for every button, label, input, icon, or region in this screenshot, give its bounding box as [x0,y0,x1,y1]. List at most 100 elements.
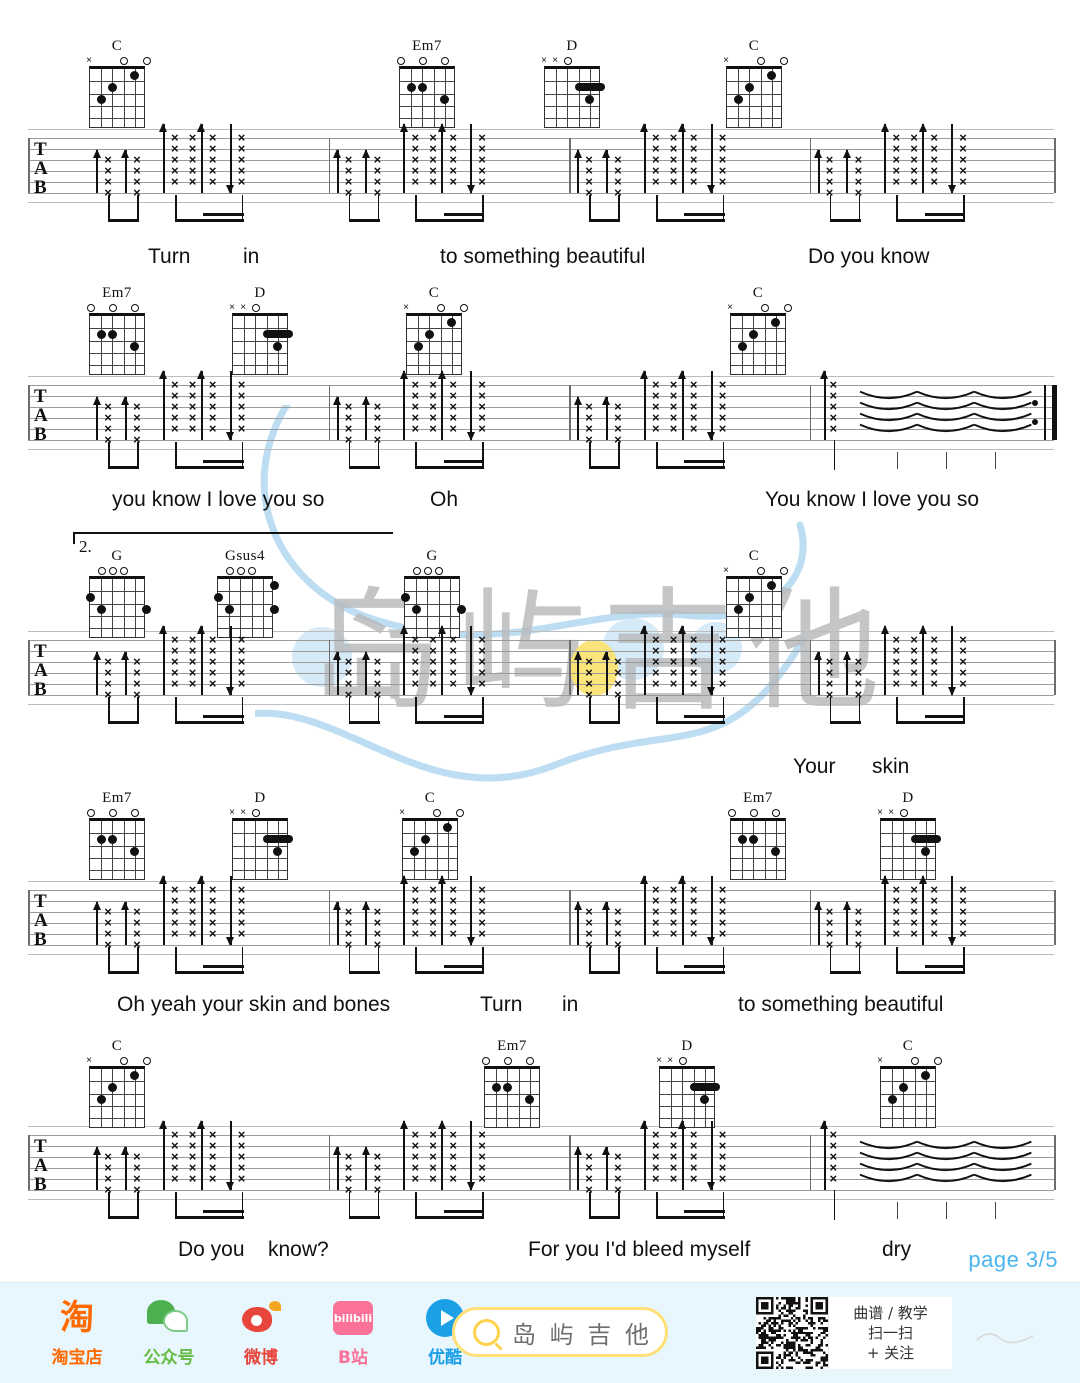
strum-up-arrow [678,1120,687,1190]
strum-up-arrow [361,1146,370,1190]
strum-up-arrow [92,396,101,440]
chord-fretboard [213,576,279,638]
barre-bar [262,835,293,844]
chord-name: C [424,790,436,806]
strum-up-arrow [399,370,408,440]
strum-up-arrow [333,149,341,193]
chord-open-mute-markers: × × [541,55,600,66]
note-stem [722,1192,725,1216]
strum-up-arrow [159,625,168,695]
social-item-weibo[interactable]: 微博 [228,1295,294,1368]
chord-fretboard [89,1066,145,1128]
beam-secondary [443,715,485,718]
finger-dot [744,592,754,602]
fret-line [881,1105,935,1107]
beam [108,971,140,974]
strum-up-arrow [92,1146,101,1190]
finger-dot [107,1082,117,1092]
strum-up-arrow [333,396,341,440]
finger-dot [96,834,106,844]
muted-string-marker: × [240,302,247,313]
chord-fretboard [659,1066,720,1128]
lyric-text: in [562,993,579,1016]
muted-strum-marks: × × × × × [478,1127,486,1186]
barline-end [1054,640,1056,695]
string-line [266,821,268,879]
muted-strum-marks: × × × × × [449,1127,457,1186]
string-line [123,579,125,637]
tab-line [28,1135,1054,1136]
staff-frame-top [28,881,1054,882]
string-line [578,69,580,127]
fret-line [400,81,454,83]
fret-line [90,105,144,107]
muted-strum-marks: × × × × × [669,882,678,941]
muted-strum-marks: × × × × × [651,632,660,691]
barline [569,890,571,945]
strum-up-arrow [399,1120,408,1190]
strum-up-arrow [361,901,370,945]
beam-secondary [684,1210,725,1213]
fret-line [90,1105,144,1107]
beam [829,971,861,974]
muted-strum-marks: × × × × [344,152,353,200]
barline [328,890,330,945]
barline-start [28,640,30,695]
chord-fretboard [399,66,455,128]
string-line [693,1069,695,1127]
note-stem [858,697,861,721]
beat-tick [945,1202,948,1219]
social-item-taobao[interactable]: 淘 淘宝店 [44,1295,110,1368]
strum-up-arrow [880,875,889,945]
fret-line [90,365,144,367]
finger-dot [502,1082,512,1092]
chord-fretboard [880,818,941,880]
fret-line [90,1093,144,1095]
fret-line [90,833,144,835]
lyric-text: Your [793,755,836,778]
note-stem [174,697,177,721]
barre-bar [262,330,293,339]
note-stem [896,947,899,971]
fret-line [233,870,287,872]
barline [569,385,571,440]
beam [415,721,485,724]
finger-dot [767,580,777,590]
strum-up-arrow [121,396,130,440]
string-line [123,69,125,127]
strum-up-arrow [820,1120,828,1190]
finger-dot [440,95,450,105]
strum-down-arrow [466,371,475,441]
strum-down-arrow [707,626,715,696]
finger-dot [213,592,223,602]
muted-strum-marks: × × × × × [237,377,246,436]
finger-dot [130,70,140,80]
fret-line [485,1105,539,1107]
note-stem [963,697,965,721]
muted-string-marker: × [86,1055,92,1066]
beam [348,721,380,724]
barline [809,138,811,193]
muted-strum-marks: × × × × × [429,632,437,691]
note-stem [655,442,658,466]
open-string-marker [248,567,257,575]
beam-secondary [924,213,966,216]
tab-line [28,149,1054,150]
open-string-marker [899,809,908,817]
social-item-bilibili[interactable]: bilibili B站 [320,1295,386,1368]
finger-dot [411,605,421,615]
social-item-wechat[interactable]: 公众号 [136,1295,202,1368]
note-stem [482,1192,484,1216]
chord-fretboard [402,818,458,880]
chord-open-mute-markers: × × [229,807,288,818]
beat-tick [945,452,948,469]
strum-up-arrow [333,901,341,945]
search-pill[interactable]: 岛 屿 吉 他 [452,1307,668,1357]
open-string-marker [108,809,117,817]
string-line [518,1069,520,1127]
search-text: 岛 屿 吉 他 [512,1320,652,1349]
chord-open-mute-markers: × [86,1055,151,1066]
finger-dot [417,82,427,92]
fret-line [660,1105,714,1107]
